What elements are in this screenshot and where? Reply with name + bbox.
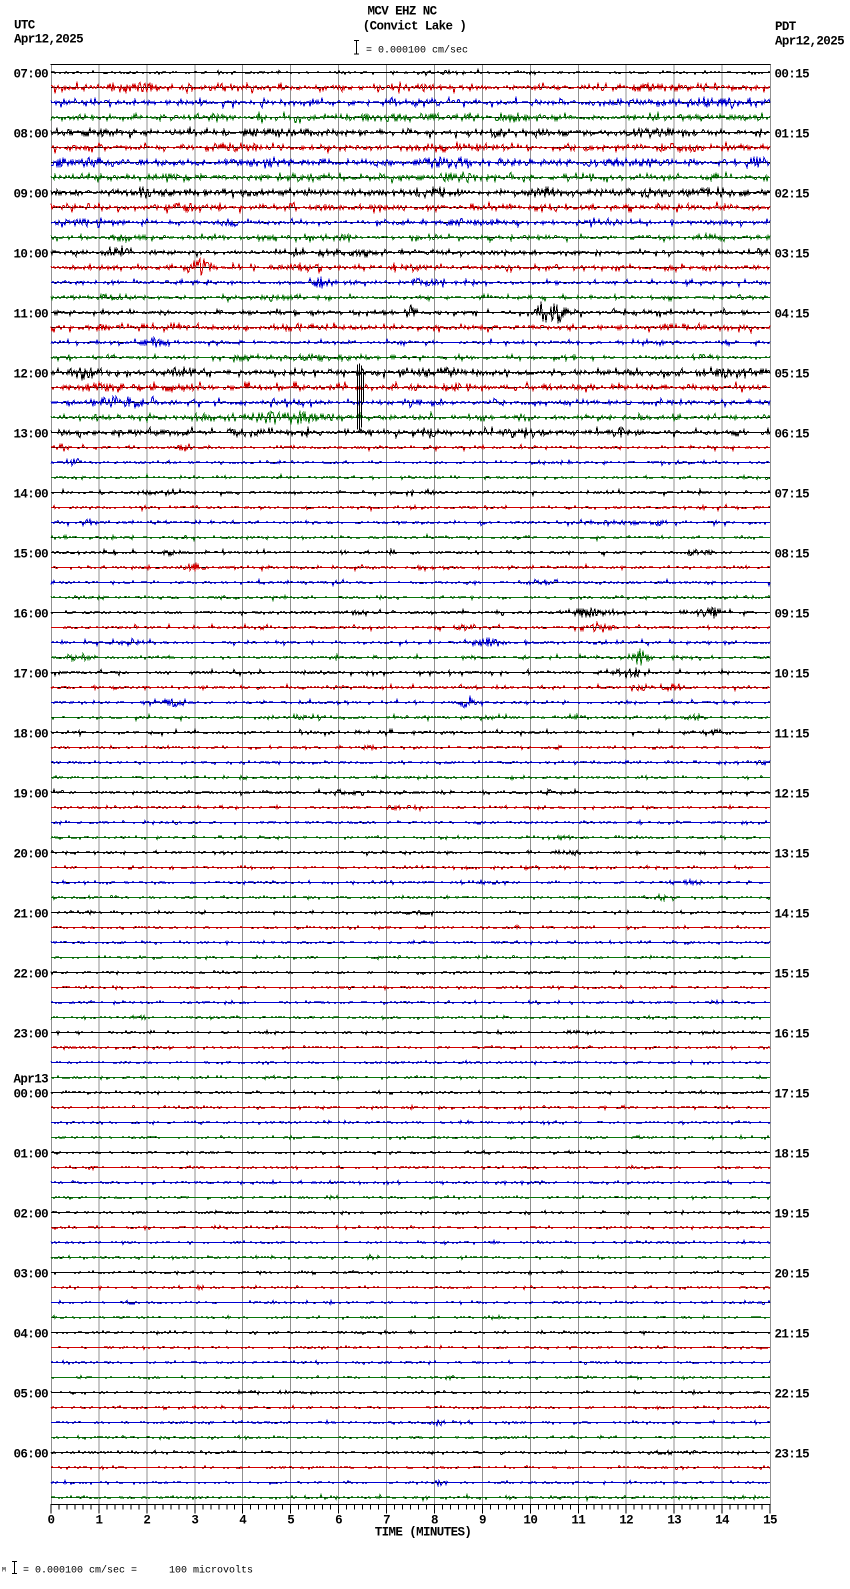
svg-text:07:15: 07:15 bbox=[775, 487, 810, 501]
svg-text:0: 0 bbox=[48, 1514, 55, 1528]
svg-text:13:00: 13:00 bbox=[13, 427, 48, 441]
svg-text:21:15: 21:15 bbox=[775, 1327, 810, 1341]
svg-text:100 microvolts: 100 microvolts bbox=[169, 1565, 253, 1577]
svg-text:14:00: 14:00 bbox=[13, 487, 48, 501]
svg-text:19:15: 19:15 bbox=[775, 1207, 810, 1221]
svg-text:15: 15 bbox=[763, 1514, 777, 1528]
svg-text:3: 3 bbox=[191, 1514, 198, 1528]
svg-text:06:00: 06:00 bbox=[13, 1447, 48, 1461]
svg-text:11:15: 11:15 bbox=[775, 727, 810, 741]
svg-text:22:15: 22:15 bbox=[775, 1387, 810, 1401]
svg-text:09:00: 09:00 bbox=[13, 187, 48, 201]
svg-text:10:15: 10:15 bbox=[775, 667, 810, 681]
svg-text:1: 1 bbox=[95, 1514, 102, 1528]
svg-text:17:15: 17:15 bbox=[775, 1087, 810, 1101]
svg-text:04:00: 04:00 bbox=[13, 1327, 48, 1341]
svg-text:16:15: 16:15 bbox=[775, 1027, 810, 1041]
svg-text:13: 13 bbox=[667, 1514, 681, 1528]
svg-text:23:00: 23:00 bbox=[13, 1027, 48, 1041]
svg-text:UTC: UTC bbox=[14, 19, 36, 33]
svg-text:06:15: 06:15 bbox=[775, 427, 810, 441]
svg-text:20:15: 20:15 bbox=[775, 1267, 810, 1281]
svg-text:09:15: 09:15 bbox=[775, 607, 810, 621]
svg-text:(Convict Lake ): (Convict Lake ) bbox=[363, 20, 467, 34]
svg-text:03:15: 03:15 bbox=[775, 247, 810, 261]
svg-text:18:00: 18:00 bbox=[13, 727, 48, 741]
svg-text:8: 8 bbox=[431, 1514, 438, 1528]
svg-text:00:15: 00:15 bbox=[775, 67, 810, 81]
svg-text:MCV EHZ NC: MCV EHZ NC bbox=[367, 5, 437, 19]
svg-text:2: 2 bbox=[143, 1514, 150, 1528]
svg-text:= 0.000100 cm/sec: = 0.000100 cm/sec bbox=[366, 45, 468, 57]
svg-text:17:00: 17:00 bbox=[13, 667, 48, 681]
svg-text:08:00: 08:00 bbox=[13, 127, 48, 141]
svg-text:15:15: 15:15 bbox=[775, 967, 810, 981]
svg-text:7: 7 bbox=[383, 1514, 390, 1528]
svg-text:12: 12 bbox=[619, 1514, 633, 1528]
svg-text:12:15: 12:15 bbox=[775, 787, 810, 801]
svg-text:01:15: 01:15 bbox=[775, 127, 810, 141]
svg-text:18:15: 18:15 bbox=[775, 1147, 810, 1161]
svg-text:22:00: 22:00 bbox=[13, 967, 48, 981]
svg-text:14:15: 14:15 bbox=[775, 907, 810, 921]
svg-text:19:00: 19:00 bbox=[13, 787, 48, 801]
svg-text:Apr12,2025: Apr12,2025 bbox=[775, 35, 844, 49]
svg-text:08:15: 08:15 bbox=[775, 547, 810, 561]
svg-text:05:15: 05:15 bbox=[775, 367, 810, 381]
svg-text:5: 5 bbox=[287, 1514, 294, 1528]
svg-text:05:00: 05:00 bbox=[13, 1387, 48, 1401]
svg-text:20:00: 20:00 bbox=[13, 847, 48, 861]
svg-text:13:15: 13:15 bbox=[775, 847, 810, 861]
svg-text:12:00: 12:00 bbox=[13, 367, 48, 381]
svg-text:11:00: 11:00 bbox=[13, 307, 48, 321]
svg-text:10: 10 bbox=[523, 1514, 537, 1528]
svg-text:15:00: 15:00 bbox=[13, 547, 48, 561]
svg-text:TIME (MINUTES): TIME (MINUTES) bbox=[375, 1525, 472, 1539]
svg-text:01:00: 01:00 bbox=[13, 1147, 48, 1161]
svg-text:M: M bbox=[2, 1567, 6, 1574]
svg-text:00:00: 00:00 bbox=[13, 1087, 48, 1101]
svg-text:23:15: 23:15 bbox=[775, 1447, 810, 1461]
svg-text:4: 4 bbox=[239, 1514, 247, 1528]
svg-text:02:15: 02:15 bbox=[775, 187, 810, 201]
svg-text:Apr13: Apr13 bbox=[13, 1073, 48, 1087]
svg-text:21:00: 21:00 bbox=[13, 907, 48, 921]
svg-text:9: 9 bbox=[479, 1514, 486, 1528]
svg-text:04:15: 04:15 bbox=[775, 307, 810, 321]
svg-text:= 0.000100 cm/sec =: = 0.000100 cm/sec = bbox=[23, 1565, 137, 1577]
svg-text:16:00: 16:00 bbox=[13, 607, 48, 621]
svg-text:6: 6 bbox=[335, 1514, 342, 1528]
svg-text:02:00: 02:00 bbox=[13, 1207, 48, 1221]
svg-text:Apr12,2025: Apr12,2025 bbox=[14, 33, 83, 47]
svg-text:11: 11 bbox=[571, 1514, 585, 1528]
svg-text:PDT: PDT bbox=[775, 20, 797, 34]
svg-text:07:00: 07:00 bbox=[13, 67, 48, 81]
svg-text:03:00: 03:00 bbox=[13, 1267, 48, 1281]
svg-text:10:00: 10:00 bbox=[13, 247, 48, 261]
svg-text:14: 14 bbox=[715, 1514, 730, 1528]
